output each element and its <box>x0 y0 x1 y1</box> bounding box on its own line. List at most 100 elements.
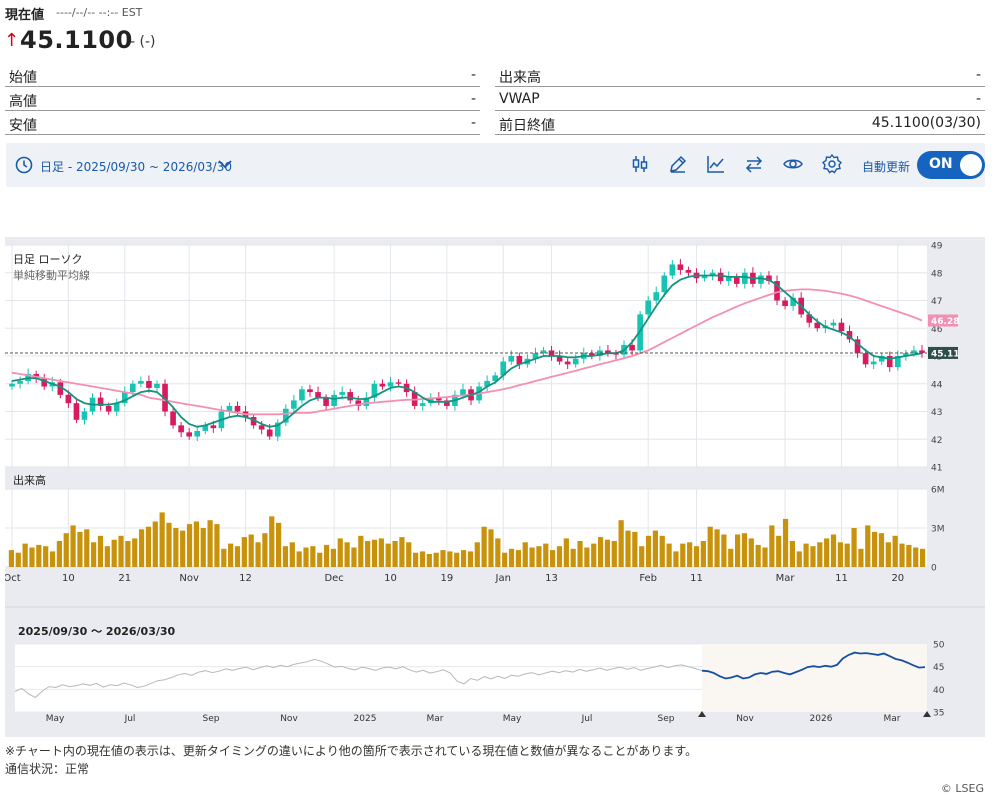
candle-body <box>500 361 507 376</box>
candle-body <box>250 417 257 426</box>
volume-bar <box>296 551 302 567</box>
candle-body <box>532 353 539 359</box>
pencil-icon[interactable] <box>666 152 690 176</box>
volume-bar <box>885 542 891 567</box>
candle-body <box>307 389 313 393</box>
volume-bar <box>625 530 631 567</box>
volume-bar <box>714 529 720 567</box>
candle-body <box>178 425 184 433</box>
toggle-knob <box>960 154 982 176</box>
volume-bar <box>474 542 480 567</box>
volume-bar <box>371 539 378 567</box>
compare-arrows-icon[interactable] <box>742 152 766 176</box>
candle-body <box>677 264 684 270</box>
overview-selected-bg <box>702 644 927 712</box>
volume-bar <box>824 538 830 567</box>
candle-body <box>105 405 112 412</box>
stat-row-open: 始値 - <box>5 63 480 87</box>
stat-key: 前日終値 <box>499 118 555 134</box>
candle-body <box>903 353 909 356</box>
volume-bar <box>796 551 802 567</box>
candle-body <box>41 378 48 387</box>
last-price-label: 45.11 <box>931 349 959 359</box>
volume-bar <box>851 528 857 567</box>
overview-history-line <box>14 658 703 699</box>
candle-body <box>645 300 652 315</box>
candle-body <box>669 264 676 276</box>
ma-label: 46.28 <box>931 317 959 327</box>
volume-bar <box>77 531 83 567</box>
volume-bar <box>29 547 35 567</box>
overview-title: 2025/09/30 〜 2026/03/30 <box>18 625 176 638</box>
candle-body <box>741 272 748 284</box>
stat-value: - <box>470 67 476 83</box>
chart-toolbar: 日足 - 2025/09/30 ~ 2026/03/30 自動更新 ON <box>6 143 985 187</box>
volume-bar <box>214 524 220 567</box>
candle-body <box>894 356 901 368</box>
candle-body <box>661 275 668 293</box>
volume-bar <box>152 521 158 567</box>
stat-value: - <box>975 67 981 83</box>
volume-bar <box>385 543 391 567</box>
volume-bar <box>858 548 864 567</box>
candle-body <box>395 382 402 384</box>
candle-body <box>588 353 595 356</box>
volume-bar <box>15 552 21 567</box>
volume-bar <box>906 544 912 567</box>
volume-bar <box>84 529 90 567</box>
volume-bar <box>49 551 56 567</box>
volume-bar <box>782 518 789 567</box>
volume-bar <box>735 534 741 567</box>
current-price: 45.1100 <box>20 26 133 54</box>
volume-bar <box>830 534 837 567</box>
candlestick-icon[interactable] <box>628 152 652 176</box>
chevron-down-icon[interactable] <box>216 155 234 173</box>
candle-body <box>717 272 724 282</box>
stat-value: - <box>470 115 476 131</box>
candle-body <box>774 281 780 301</box>
candle-body <box>81 411 88 420</box>
volume-y-tick: 3M <box>931 525 945 535</box>
volume-bar <box>228 543 234 567</box>
candle-body <box>460 389 466 395</box>
candle-body <box>202 425 209 431</box>
candle-body <box>605 350 611 354</box>
price-y-tick: 47 <box>931 297 942 307</box>
x-tick-label: 19 <box>441 573 454 584</box>
candle-body <box>685 269 692 273</box>
volume-bar <box>447 551 453 567</box>
volume-bar <box>145 526 152 567</box>
volume-bar <box>399 537 405 567</box>
line-chart-icon[interactable] <box>704 152 728 176</box>
overview-y-tick: 50 <box>933 641 945 651</box>
candle-body <box>484 380 490 387</box>
candle-body <box>766 275 772 282</box>
candle-body <box>862 353 869 365</box>
eye-icon[interactable] <box>781 152 805 176</box>
volume-bar <box>180 530 186 567</box>
candle-body <box>274 422 281 437</box>
volume-bar <box>70 525 76 567</box>
volume-bar <box>611 541 617 567</box>
volume-title: 出来高 <box>13 473 46 487</box>
chart-svg: 41 42 43 44 45 46 47 48 49 45.11 46.28 日足 ローソク単純移動平… <box>3 242 985 724</box>
gear-icon[interactable] <box>820 152 844 176</box>
auto-update-toggle[interactable]: ON <box>917 151 985 179</box>
volume-bar <box>282 546 289 567</box>
candle-body <box>73 403 80 420</box>
price-y-tick: 48 <box>931 269 943 279</box>
volume-bar <box>138 529 145 567</box>
toggle-label: ON <box>929 156 953 172</box>
up-arrow-icon: ↑ <box>4 30 20 51</box>
volume-bar <box>721 534 727 567</box>
volume-bar <box>378 538 384 567</box>
price-chart-title: 日足 ローソク <box>13 253 83 266</box>
volume-bar <box>591 543 597 567</box>
volume-bar <box>43 546 49 567</box>
volume-bar <box>323 544 330 567</box>
volume-bar <box>597 537 604 567</box>
stat-value: - <box>975 91 981 107</box>
date-range-selector[interactable]: 日足 - 2025/09/30 ~ 2026/03/30 <box>40 160 232 174</box>
candle-body <box>540 350 547 354</box>
clock-icon[interactable] <box>14 155 34 175</box>
